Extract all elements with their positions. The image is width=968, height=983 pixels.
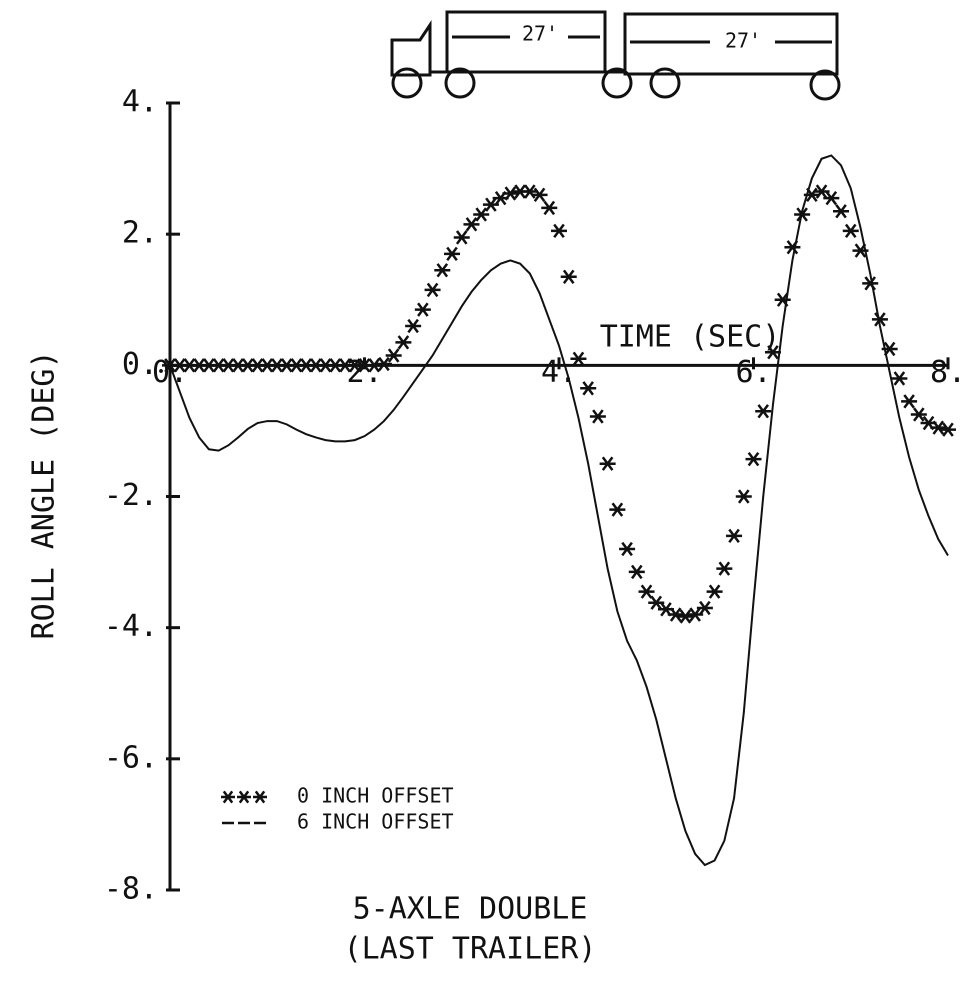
data-point — [901, 394, 918, 409]
data-point — [696, 600, 713, 616]
data-point — [609, 502, 626, 517]
y-tick-label: -4. — [104, 609, 158, 644]
data-point — [706, 584, 723, 599]
data-point — [375, 356, 392, 372]
wheel — [601, 67, 633, 99]
data-point — [453, 230, 470, 245]
legend-marker — [221, 790, 235, 804]
data-point — [541, 200, 558, 216]
wheel — [444, 67, 476, 99]
data-point — [434, 263, 451, 278]
x-tick-label: 6. — [735, 355, 771, 390]
y-tick-label: 0. — [122, 347, 158, 382]
data-point — [774, 292, 791, 307]
x-tick-label: 8. — [930, 355, 966, 390]
data-point — [414, 302, 431, 317]
data-point — [589, 409, 606, 424]
data-point — [463, 217, 480, 232]
data-point — [833, 204, 850, 219]
wheel — [649, 67, 681, 99]
data-point — [395, 335, 412, 350]
trailer — [623, 12, 839, 76]
data-point — [726, 528, 743, 543]
data-point — [735, 489, 752, 504]
legend-marker — [253, 790, 267, 804]
data-point — [784, 240, 801, 255]
x-tick-label: 4. — [541, 355, 577, 390]
data-point — [424, 282, 441, 298]
wheel — [391, 67, 423, 99]
data-point — [716, 561, 733, 576]
dimension-label: 27' — [522, 22, 558, 46]
data-point — [366, 358, 383, 373]
legend-label: 6 INCH OFFSET — [297, 810, 454, 834]
data-point — [677, 609, 694, 624]
series-line — [169, 154, 949, 867]
caption: (LAST TRAILER) — [344, 932, 597, 967]
data-point — [599, 456, 616, 471]
data-point — [531, 187, 548, 202]
data-point — [871, 312, 888, 327]
data-point — [891, 371, 908, 386]
x-axis-label: TIME (SEC) — [600, 320, 781, 355]
truck-diagram — [390, 10, 841, 101]
data-point — [764, 345, 781, 360]
data-point — [444, 246, 461, 261]
dimension-label: 27' — [725, 29, 761, 53]
data-point — [667, 607, 684, 622]
data-point — [930, 420, 947, 435]
data-point — [940, 422, 956, 437]
legend-label: 0 INCH OFFSET — [297, 784, 454, 808]
caption: 5-AXLE DOUBLE — [353, 892, 588, 927]
data-point — [385, 348, 402, 363]
data-point — [619, 541, 636, 557]
data-point — [745, 451, 762, 467]
data-point — [502, 186, 519, 201]
data-point — [823, 190, 840, 206]
y-tick-label: -8. — [104, 872, 158, 907]
y-tick-label: -2. — [104, 478, 158, 513]
data-point — [551, 223, 567, 239]
data-point — [910, 407, 927, 422]
data-point — [580, 381, 597, 396]
data-point — [570, 351, 587, 366]
data-point — [473, 207, 490, 222]
y-tick-label: 4. — [122, 85, 158, 120]
wheel — [809, 69, 841, 101]
y-axis-label: ROLL ANGLE (DEG) — [27, 351, 62, 640]
data-point — [638, 584, 655, 599]
y-tick-label: -6. — [104, 740, 158, 775]
data-point — [560, 269, 577, 284]
data-point — [628, 564, 645, 580]
data-point — [842, 223, 859, 239]
legend-marker — [237, 790, 251, 804]
data-point — [755, 404, 772, 419]
y-tick-label: 2. — [122, 216, 158, 251]
data-point — [405, 318, 422, 334]
tractor — [390, 20, 432, 77]
